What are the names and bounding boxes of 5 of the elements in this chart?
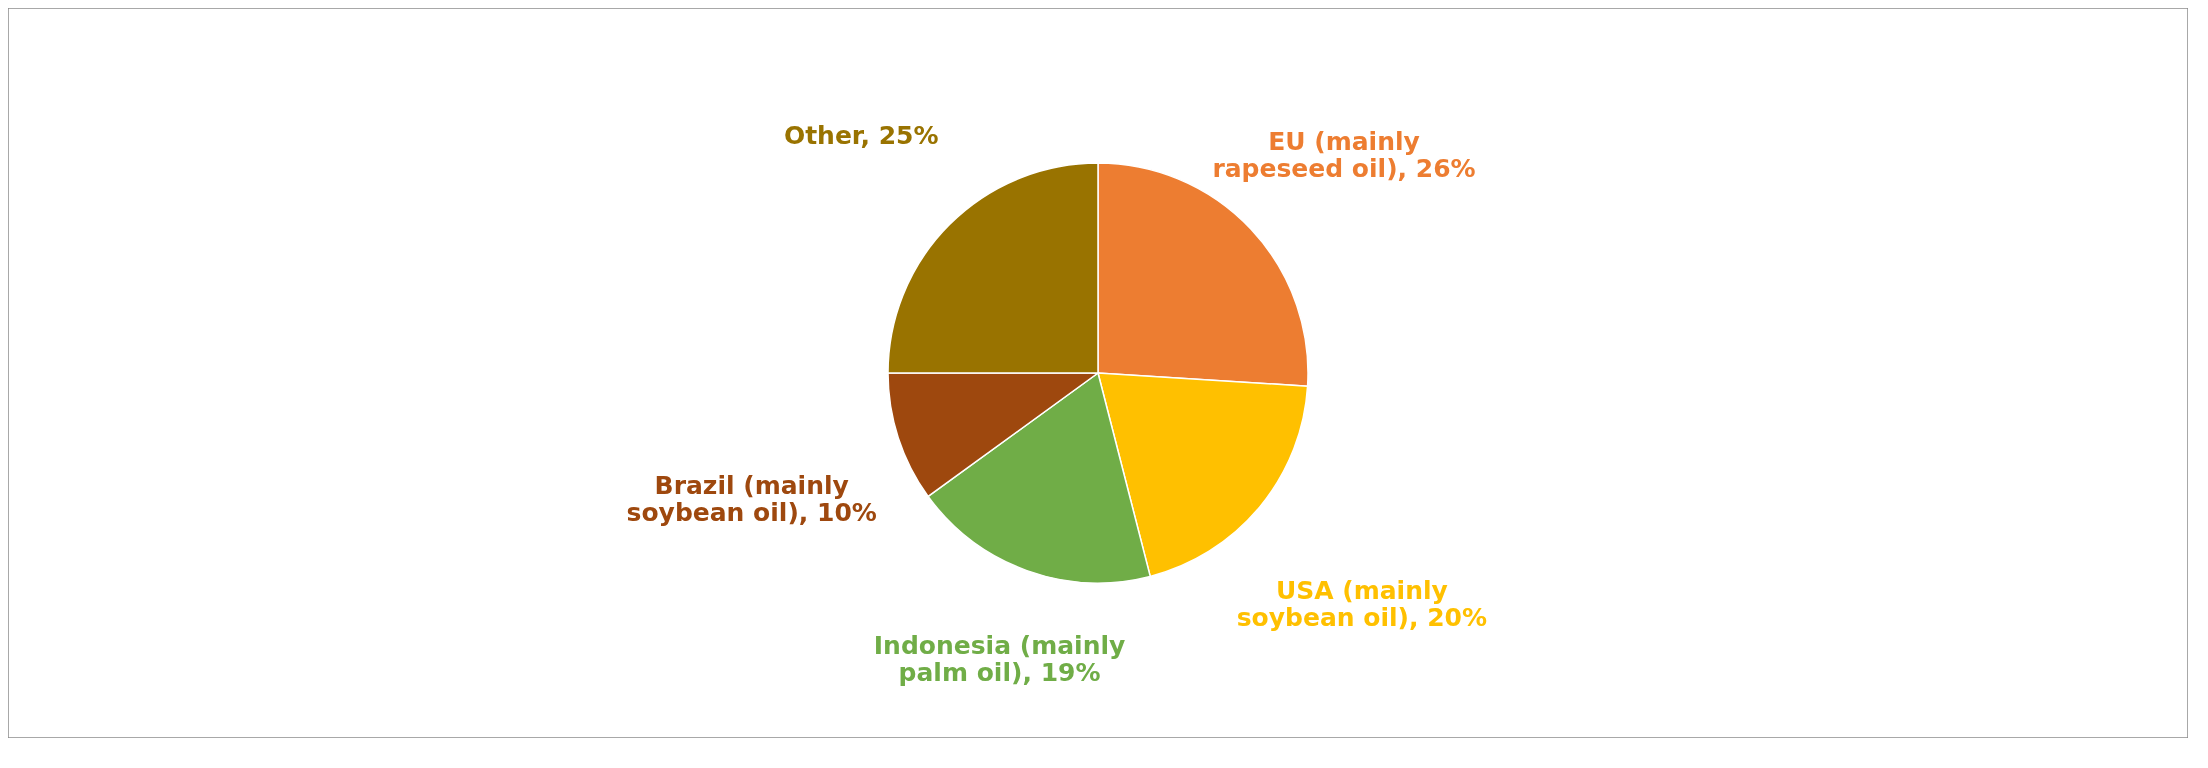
slice-label: Brazil (mainly soybean oil), 10% [626,470,877,527]
slice-label: Other, 25% [783,121,939,151]
slice-label: Indonesia (mainly palm oil), 19% [873,631,1126,688]
slice-label: USA (mainly soybean oil), 20% [1236,576,1488,633]
slice-label: EU (mainly rapeseed oil), 26% [1212,126,1476,183]
